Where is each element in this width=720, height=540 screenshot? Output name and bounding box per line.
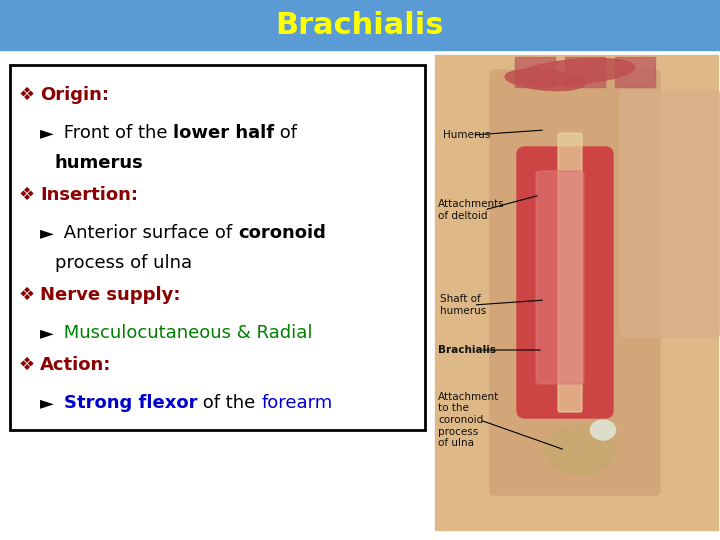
Text: process of ulna: process of ulna xyxy=(55,254,192,272)
FancyBboxPatch shape xyxy=(490,70,660,495)
Text: lower half: lower half xyxy=(174,124,274,142)
Text: Strong flexor: Strong flexor xyxy=(64,394,197,412)
Bar xyxy=(515,57,555,87)
Text: Attachments
of deltoid: Attachments of deltoid xyxy=(438,199,505,221)
Text: Attachment
to the
coronoid
process
of ulna: Attachment to the coronoid process of ul… xyxy=(438,392,499,448)
Text: Origin:: Origin: xyxy=(40,86,109,104)
Ellipse shape xyxy=(505,70,585,91)
Bar xyxy=(565,57,605,87)
Text: of the: of the xyxy=(197,394,261,412)
Text: Front of the: Front of the xyxy=(58,124,174,142)
Text: Brachialis: Brachialis xyxy=(438,345,496,355)
Text: ❖: ❖ xyxy=(18,186,34,204)
Text: Humerus: Humerus xyxy=(443,130,490,140)
Text: humerus: humerus xyxy=(55,154,144,172)
Bar xyxy=(10,65,425,430)
Text: Insertion:: Insertion: xyxy=(40,186,138,204)
FancyBboxPatch shape xyxy=(620,90,720,337)
Text: ►: ► xyxy=(40,224,54,242)
Text: Brachialis: Brachialis xyxy=(276,11,444,39)
Text: Musculocutaneous & Radial: Musculocutaneous & Radial xyxy=(58,324,312,342)
Text: of: of xyxy=(274,124,297,142)
FancyBboxPatch shape xyxy=(536,171,584,384)
Bar xyxy=(615,57,655,87)
Text: coronoid: coronoid xyxy=(238,224,325,242)
Text: ❖: ❖ xyxy=(18,286,34,304)
Text: Nerve supply:: Nerve supply: xyxy=(40,286,181,304)
FancyBboxPatch shape xyxy=(517,147,613,418)
Text: Anterior surface of: Anterior surface of xyxy=(58,224,238,242)
Text: ►: ► xyxy=(40,324,54,342)
Text: ❖: ❖ xyxy=(18,86,34,104)
Bar xyxy=(435,55,718,530)
Text: Action:: Action: xyxy=(40,356,112,374)
FancyBboxPatch shape xyxy=(558,133,582,412)
Text: ►: ► xyxy=(40,394,54,412)
Text: forearm: forearm xyxy=(261,394,333,412)
Text: ❖: ❖ xyxy=(18,356,34,374)
Text: ►: ► xyxy=(40,124,54,142)
Bar xyxy=(0,0,720,50)
Ellipse shape xyxy=(590,420,616,440)
Ellipse shape xyxy=(545,425,615,475)
Ellipse shape xyxy=(516,58,635,85)
Text: Shaft of
humerus: Shaft of humerus xyxy=(440,294,486,316)
